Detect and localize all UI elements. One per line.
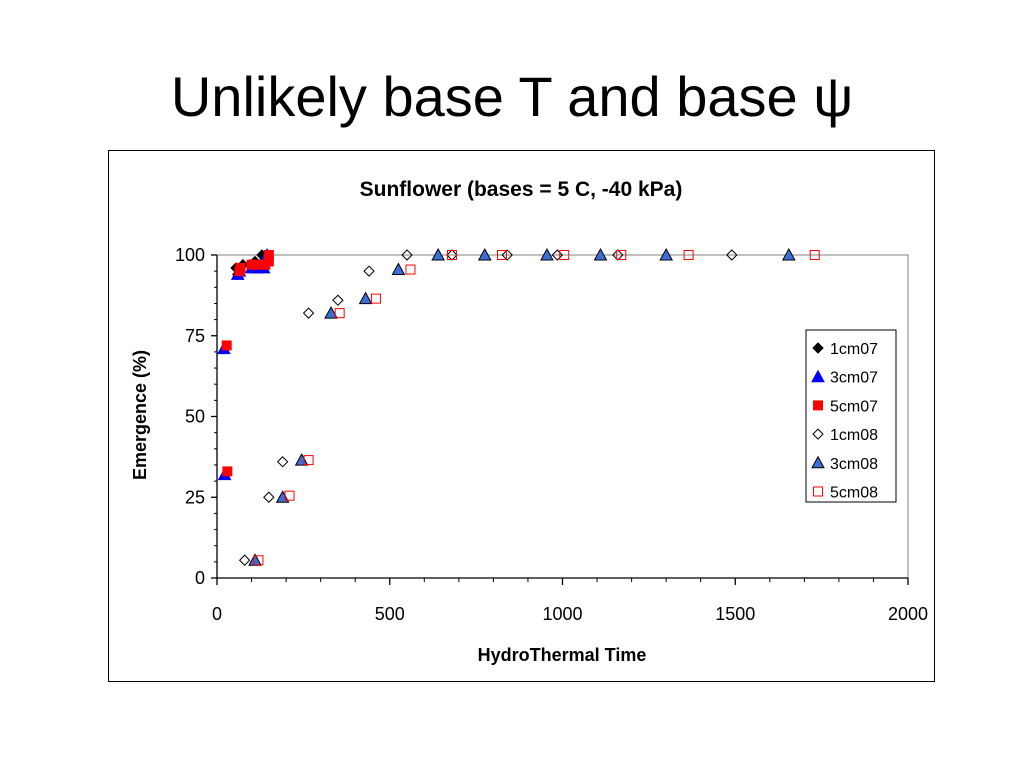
x-tick-label: 1500 [715,604,755,624]
data-point-1cm08 [263,491,275,503]
legend-label: 1cm08 [830,427,878,444]
x-tick-label: 1000 [542,604,582,624]
data-point-5cm08 [334,308,345,319]
data-points [217,247,820,566]
data-point-1cm08 [238,554,251,566]
data-point-5cm08 [809,250,820,260]
data-point-3cm08 [391,262,406,276]
data-point-5cm07 [221,340,232,351]
data-point-1cm08 [726,249,738,261]
legend-marker-5cm07 [813,400,823,411]
data-point-1cm08 [302,307,315,319]
data-point-1cm08 [332,294,344,306]
slide-title: Unlikely base T and base ψ [170,65,854,128]
data-point-3cm08 [659,247,673,261]
data-point-5cm08 [253,555,264,566]
data-point-5cm08 [683,250,694,260]
data-point-3cm08 [593,247,608,261]
legend-label: 3cm07 [830,370,878,387]
chart-title: Sunflower (bases = 5 C, -40 kPa) [360,178,683,201]
y-tick-label: 25 [185,487,205,507]
legend: 1cm07 3cm07 5cm07 1cm08 3cm08 5cm08 [805,329,897,503]
data-point-5cm07 [263,250,274,260]
x-tick-label: 2000 [888,604,928,624]
legend-marker-5cm08 [813,486,823,497]
y-tick-label: 75 [185,326,205,346]
data-point-1cm08 [363,265,375,277]
data-point-5cm08 [284,490,295,501]
data-point-5cm08 [616,250,627,260]
y-tick-label: 0 [195,568,205,588]
data-point-5cm08 [303,455,314,466]
x-tick-label: 500 [375,604,405,624]
data-point-3cm08 [294,453,309,466]
legend-label: 1cm07 [830,341,878,358]
data-point-3cm08 [431,247,445,261]
data-point-5cm08 [497,250,508,260]
data-point-3cm08 [358,291,373,305]
legend-marker-1cm07 [812,342,824,354]
data-point-5cm07 [235,262,246,273]
legend-marker-3cm07 [811,369,825,383]
legend-label: 3cm08 [830,456,878,473]
data-point-1cm08 [276,456,289,468]
data-point-5cm08 [405,264,416,275]
data-point-3cm08 [275,490,290,503]
data-point-5cm08 [446,250,457,260]
y-axis-label: Emergence (%) [130,350,150,480]
data-point-5cm08 [559,250,570,260]
legend-label: 5cm08 [830,485,878,502]
data-point-1cm08 [401,249,413,261]
data-point-3cm08 [781,247,796,261]
data-point-5cm08 [370,293,381,304]
legend-marker-1cm08 [812,428,824,440]
data-point-3cm08 [477,247,492,261]
data-point-3cm08 [540,247,554,261]
x-axis-label: HydroThermal Time [478,645,647,665]
data-point-1cm08 [501,249,513,261]
data-point-5cm07 [222,466,233,477]
y-tick-label: 100 [175,245,205,265]
y-tick-label: 50 [185,407,205,427]
legend-label: 5cm07 [830,398,878,415]
data-point-1cm08 [551,249,564,261]
plot-area [216,254,909,579]
legend-box [805,329,897,503]
x-tick-label: 0 [212,604,222,624]
data-point-3cm08 [324,306,338,319]
legend-marker-3cm08 [811,455,825,469]
